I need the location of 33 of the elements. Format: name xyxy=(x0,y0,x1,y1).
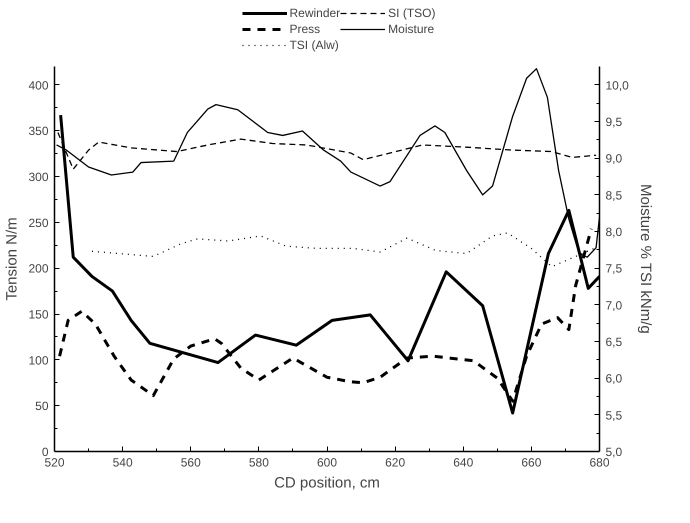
legend-label: SI (TSO) xyxy=(388,5,436,21)
y2-tick-label: 8,0 xyxy=(606,225,623,239)
y-tick-label: 100 xyxy=(28,353,49,368)
y-tick-label: 300 xyxy=(28,170,49,184)
x-tick-label: 540 xyxy=(112,456,133,470)
legend-label: TSI (Alw) xyxy=(289,37,339,53)
y2-tick-label: 6,5 xyxy=(606,335,623,349)
x-tick-label: 600 xyxy=(316,456,338,470)
legend-label: Press xyxy=(289,21,320,37)
y-tick-label: 150 xyxy=(28,308,49,322)
x-tick-label: 660 xyxy=(521,456,542,470)
x-tick-label: 580 xyxy=(248,456,270,470)
y2-axis-title: Moisture % TSI kNm/g xyxy=(636,184,654,334)
y-tick-label: 350 xyxy=(28,124,49,138)
legend-label: Rewinder xyxy=(289,5,340,21)
x-tick-label: 640 xyxy=(453,456,474,470)
y2-tick-label: 7,0 xyxy=(606,298,623,312)
y-tick-label: 250 xyxy=(28,216,49,230)
y2-tick-label: 9,5 xyxy=(606,115,623,129)
y-tick-label: 400 xyxy=(28,78,49,92)
legend-label: Moisture xyxy=(388,21,434,37)
y2-tick-label: 8,5 xyxy=(606,188,623,202)
y-tick-label: 200 xyxy=(28,262,49,276)
x-tick-label: 560 xyxy=(180,456,202,470)
y2-tick-label: 9,0 xyxy=(606,152,623,166)
y-axis-title: Tension N/m xyxy=(3,217,20,301)
x-tick-label: 620 xyxy=(385,456,406,470)
y2-tick-label: 5,5 xyxy=(606,408,623,422)
y2-tick-label: 6,0 xyxy=(606,372,623,386)
y2-tick-label: 10,0 xyxy=(606,78,630,92)
y-tick-label: 50 xyxy=(35,399,49,414)
x-axis-title: CD position, cm xyxy=(274,474,380,492)
y2-tick-label: 7,5 xyxy=(606,262,623,276)
